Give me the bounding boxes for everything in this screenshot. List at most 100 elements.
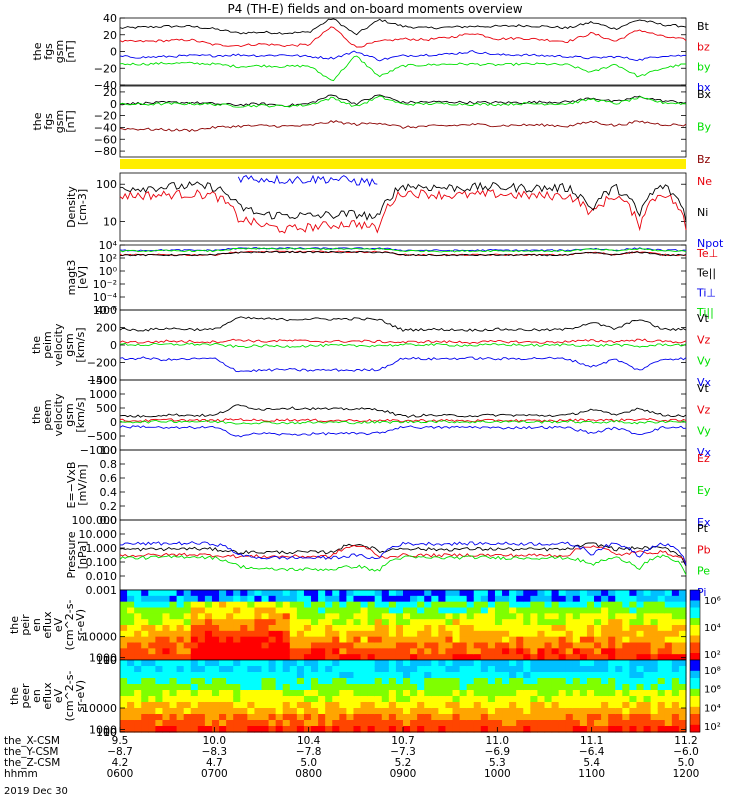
y-axis-label: [mV/m]	[76, 464, 89, 505]
spectrogram-cell	[530, 601, 539, 609]
spectrogram-cell	[197, 648, 206, 655]
spectrogram-cell	[417, 642, 425, 649]
legend-entry: Pi	[697, 586, 706, 599]
spectrogram-cell	[572, 666, 581, 673]
spectrogram-cell	[565, 684, 574, 691]
spectrogram-cell	[650, 642, 659, 649]
spectrogram-cell	[296, 654, 305, 661]
spectrogram-cell	[438, 595, 447, 603]
spectrogram-cell	[643, 678, 652, 685]
spectrogram-cell	[388, 726, 397, 733]
spectrogram-cell	[452, 642, 461, 649]
spectrogram-cell	[219, 672, 227, 679]
spectrogram-cell	[367, 666, 376, 673]
colorbar-segment	[690, 681, 700, 686]
spectrogram-cell	[332, 636, 340, 644]
spectrogram-cell	[494, 648, 503, 655]
spectrogram-cell	[141, 648, 149, 655]
spectrogram-cell	[169, 654, 178, 661]
x-tick-label: 9.5	[112, 735, 129, 747]
y-tick-label: 0	[110, 339, 117, 352]
spectrogram-cell	[410, 590, 418, 597]
spectrogram-cell	[233, 619, 241, 626]
spectrogram-cell	[162, 672, 171, 679]
spectrogram-cell	[311, 601, 319, 609]
spectrogram-cell	[360, 654, 369, 661]
spectrogram-cell	[608, 714, 616, 721]
spectrogram-cell	[374, 702, 383, 709]
spectrogram-cell	[190, 648, 199, 655]
spectrogram-cell	[431, 714, 439, 721]
spectrogram-cell	[551, 619, 560, 626]
spectrogram-cell	[473, 642, 482, 649]
spectrogram-cell	[190, 654, 199, 661]
spectrogram-cell	[629, 690, 638, 697]
spectrogram-cell	[169, 648, 178, 655]
spectrogram-cell	[233, 714, 241, 721]
spectrogram-cell	[381, 590, 390, 597]
spectrogram-cell	[381, 630, 390, 638]
spectrogram-cell	[438, 684, 447, 691]
spectrogram-cell	[318, 607, 326, 614]
spectrogram-cell	[466, 636, 475, 644]
spectrogram-cell	[537, 684, 546, 691]
spectrogram-cell	[162, 607, 171, 614]
y-axis-label: [cm-3]	[76, 189, 89, 225]
y-tick-label: −500	[87, 430, 117, 443]
spectrogram-cell	[494, 607, 503, 614]
spectrogram-cell	[516, 726, 524, 733]
spectrogram-cell	[127, 702, 135, 709]
spectrogram-cell	[615, 690, 623, 697]
spectrogram-cell	[381, 642, 390, 649]
spectrogram-cell	[325, 601, 333, 609]
spectrogram-cell	[438, 720, 447, 727]
spectrogram-cell	[537, 630, 546, 638]
spectrogram-cell	[240, 590, 248, 597]
spectrogram-cell	[120, 714, 128, 721]
spectrogram-cell	[502, 590, 510, 597]
spectrogram-cell	[558, 696, 567, 703]
spectrogram-cell	[148, 714, 156, 721]
spectrogram-cell	[275, 613, 284, 620]
spectrogram-cell	[565, 648, 574, 655]
y-tick-label: 0.6	[100, 472, 118, 485]
spectrogram-cell	[551, 660, 560, 667]
spectrogram-cell	[410, 654, 418, 661]
spectrogram-cell	[318, 630, 326, 638]
spectrogram-cell	[523, 678, 531, 685]
spectrogram-cell	[410, 648, 418, 655]
spectrogram-cell	[509, 648, 517, 655]
spectrogram-cell	[303, 625, 312, 632]
spectrogram-cell	[289, 636, 298, 644]
spectrogram-cell	[211, 601, 220, 609]
spectrogram-cell	[601, 642, 609, 649]
spectrogram-cell	[579, 595, 588, 603]
spectrogram-cell	[296, 690, 305, 697]
spectrogram-cell	[657, 696, 666, 703]
spectrogram-cell	[544, 630, 553, 638]
x-row-label: hhmm	[4, 768, 38, 780]
colorbar-tick-label: 10⁸	[704, 666, 721, 677]
spectrogram-cell	[162, 636, 171, 644]
spectrogram-cell	[657, 595, 666, 603]
spectrogram-cell	[657, 672, 666, 679]
spectrogram-cell	[155, 696, 164, 703]
spectrogram-cell	[169, 601, 178, 609]
spectrogram-cell	[629, 696, 638, 703]
spectrogram-cell	[282, 636, 291, 644]
spectrogram-cell	[452, 619, 461, 626]
spectrogram-cell	[367, 726, 376, 733]
spectrogram-cell	[530, 678, 539, 685]
spectrogram-cell	[417, 601, 425, 609]
series-line	[119, 120, 687, 133]
spectrogram-cell	[657, 690, 666, 697]
spectrogram-cell	[544, 690, 553, 697]
spectrogram-cell	[240, 654, 248, 661]
spectrogram-cell	[629, 726, 638, 733]
spectrogram-cell	[303, 666, 312, 673]
spectrogram-cell	[346, 684, 355, 691]
spectrogram-cell	[558, 708, 567, 715]
spectrogram-cell	[594, 636, 602, 644]
spectrogram-cell	[403, 625, 411, 632]
spectrogram-cell	[318, 708, 326, 715]
